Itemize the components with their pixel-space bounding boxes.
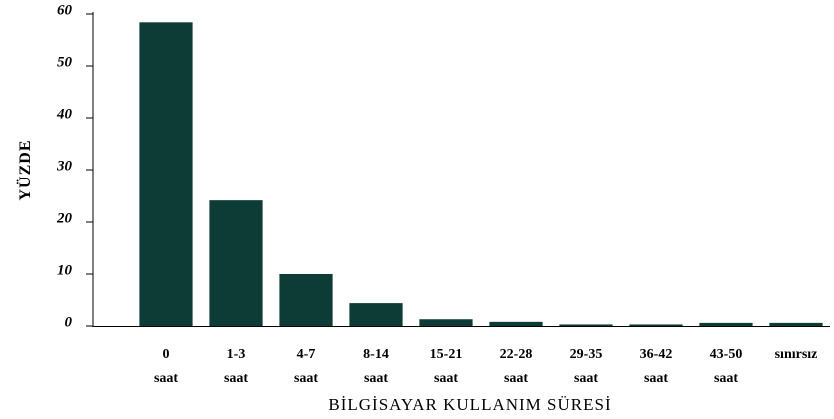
x-tick-label: 1-3 saat [224, 347, 248, 386]
y-tick-label: 50 [57, 54, 73, 70]
x-tick-label: 36-42 saat [640, 347, 673, 386]
bar [209, 200, 263, 326]
bar [699, 322, 753, 326]
x-tick-label: sınırsız [775, 347, 818, 362]
y-tick-label: 30 [56, 158, 73, 174]
bar [769, 322, 823, 326]
x-tick-label: 15-21 saat [430, 347, 463, 386]
y-tick-label: 20 [56, 210, 73, 226]
bar [279, 274, 333, 326]
x-tick-label: 8-14 saat [363, 347, 389, 386]
bar [559, 324, 613, 326]
x-tick-label: 29-35 saat [570, 347, 603, 386]
bar [489, 321, 543, 326]
x-tick-label: 43-50 saat [710, 347, 743, 386]
y-tick-label: 60 [57, 2, 73, 18]
x-tick-label: 0 saat [154, 347, 178, 386]
y-tick-label: 10 [57, 262, 73, 278]
bar [349, 303, 403, 326]
y-tick-label: 0 [65, 314, 73, 330]
x-tick-label: 4-7 saat [294, 347, 318, 386]
y-axis-label: YÜZDE [16, 139, 34, 200]
bar [629, 324, 683, 326]
y-tick-label: 40 [56, 106, 73, 122]
bar [139, 22, 193, 326]
x-axis-label: BİLGİSAYAR KULLANIM SÜRESİ [328, 395, 611, 414]
x-tick-label: 22-28 saat [500, 347, 533, 386]
bar [419, 319, 473, 326]
